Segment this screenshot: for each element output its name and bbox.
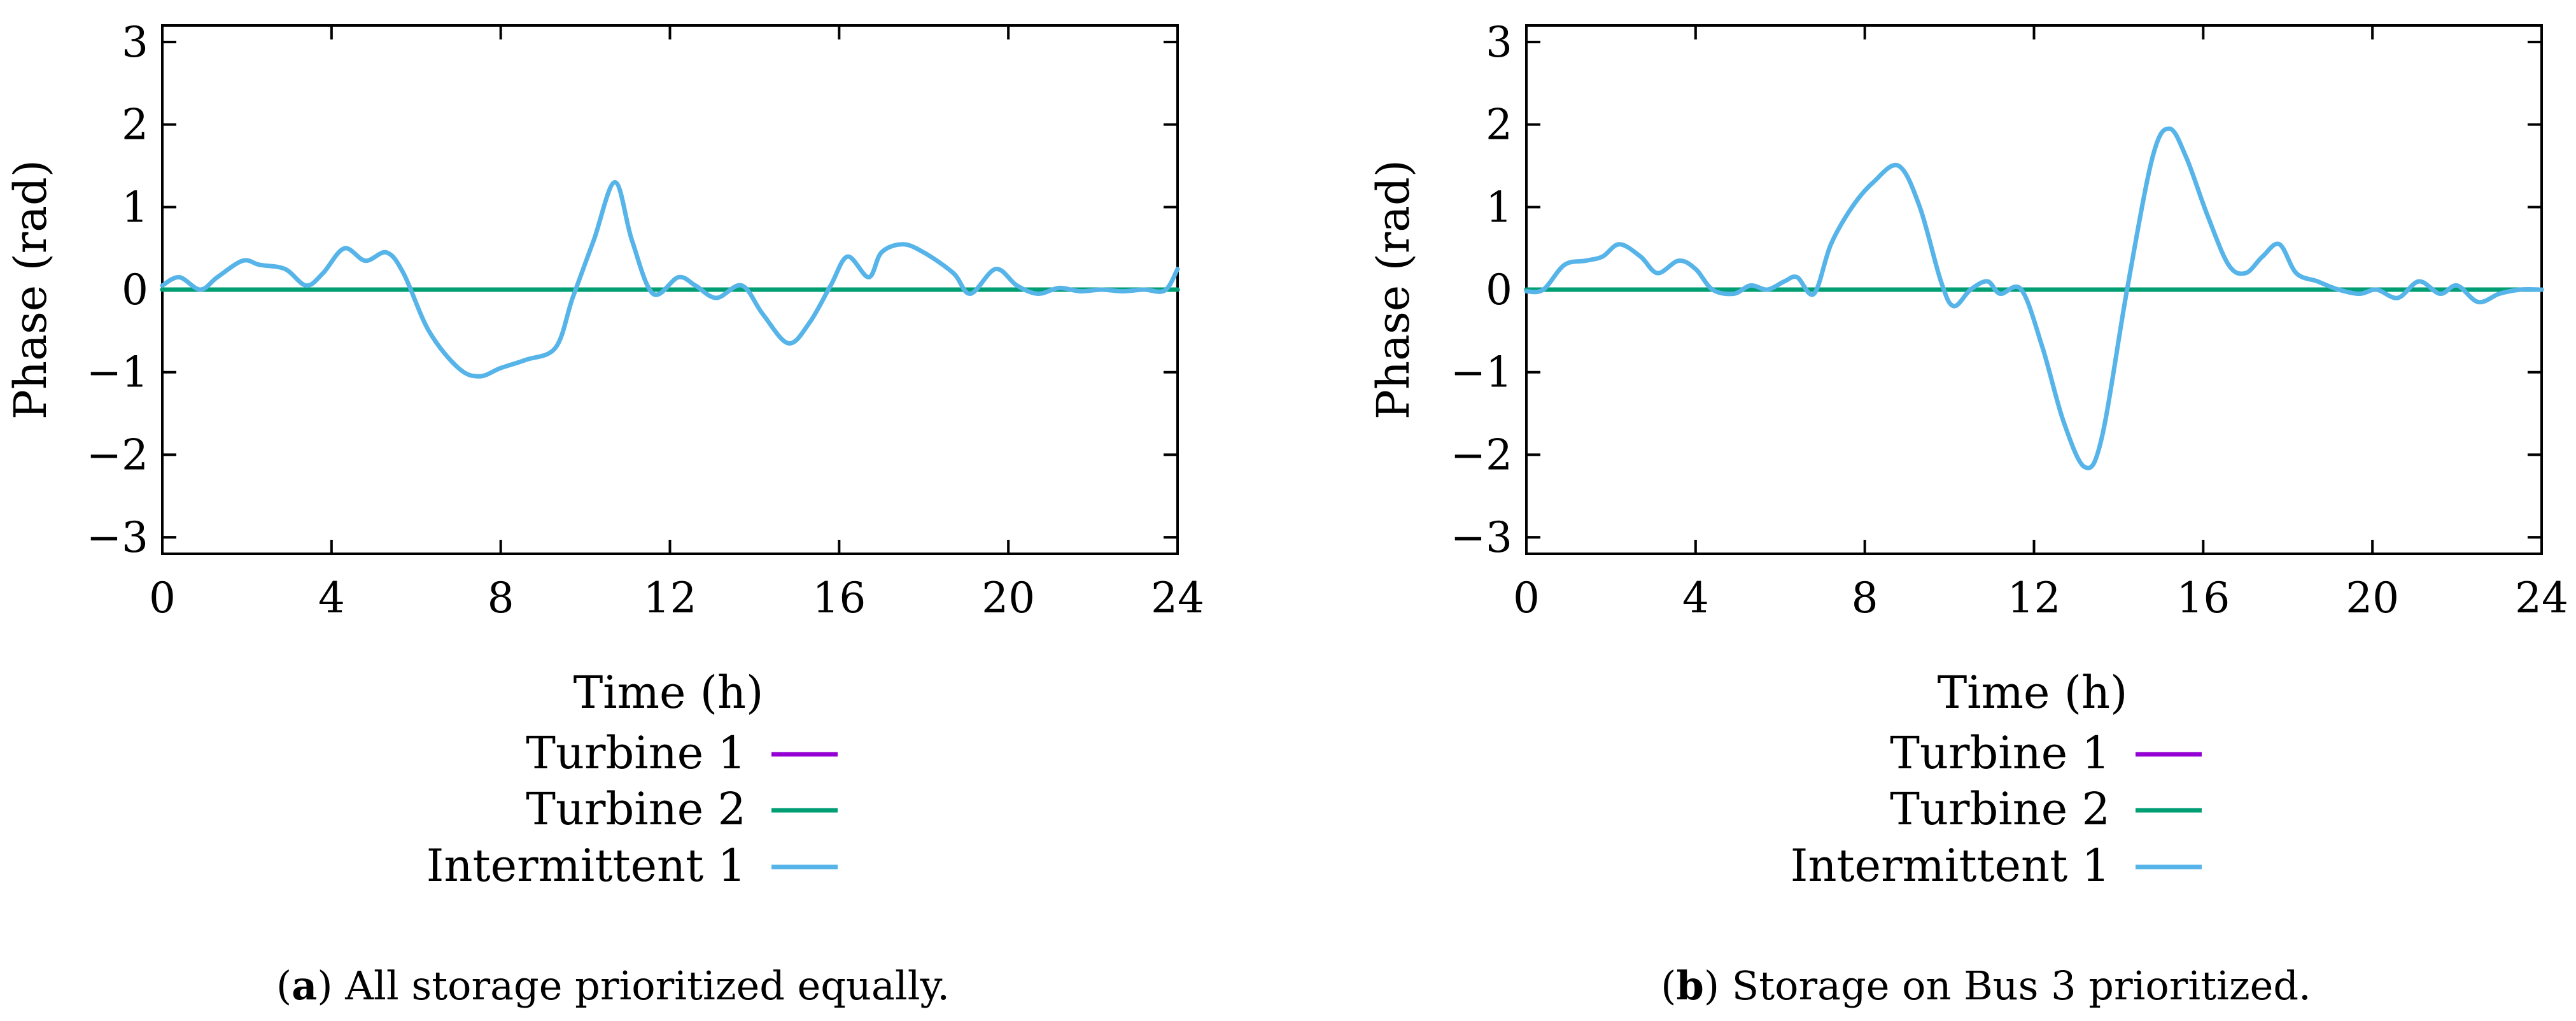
caption-text-a: All storage prioritized equally.: [344, 962, 950, 1009]
x-tick-label-a-0: 0: [149, 574, 176, 623]
y-tick-label-a-3: 0: [122, 265, 148, 314]
caption-letter-b: b: [1676, 962, 1703, 1009]
x-tick-label-a-1: 4: [318, 574, 345, 623]
caption-a: (a) All storage prioritized equally.: [276, 962, 950, 1009]
x-ticks-a: 0 4 8 12 16 20 24: [149, 25, 1204, 623]
x-tick-label-a-2: 8: [488, 574, 514, 623]
legend-label-intermittent-1-b: Intermittent 1: [1791, 840, 2110, 892]
x-axis-title-b: Time (h): [1938, 666, 2128, 719]
y-tick-label-a-5: 2: [122, 101, 148, 150]
x-tick-label-b-3: 12: [2008, 574, 2061, 623]
x-tick-label-b-4: 16: [2176, 574, 2230, 623]
legend-label-intermittent-1-a: Intermittent 1: [426, 840, 746, 892]
y-tick-label-a-6: 3: [122, 18, 148, 67]
legend-label-turbine-1-a: Turbine 1: [526, 727, 746, 779]
x-tick-label-b-1: 4: [1682, 574, 1709, 623]
y-axis-title-a: Phase (rad): [4, 160, 57, 419]
y-tick-label-b-4: 1: [1486, 183, 1512, 232]
legend-label-turbine-2-a: Turbine 2: [526, 783, 746, 835]
x-tick-label-a-6: 24: [1151, 574, 1204, 623]
y-ticks-b: −3 −2 −1 0 1 2 3: [1451, 18, 2542, 562]
y-tick-label-b-1: −2: [1451, 430, 1512, 479]
series-group-b: [1524, 126, 2544, 470]
y-tick-label-a-4: 1: [122, 183, 148, 232]
x-tick-label-b-5: 20: [2346, 574, 2399, 623]
y-tick-label-a-1: −2: [87, 430, 148, 479]
y-axis-title-b: Phase (rad): [1367, 160, 1419, 419]
x-tick-label-b-2: 8: [1852, 574, 1878, 623]
y-tick-label-b-3: 0: [1486, 265, 1512, 314]
legend-label-turbine-2-b: Turbine 2: [1890, 783, 2110, 835]
x-ticks-b: 0 4 8 12 16 20 24: [1513, 25, 2568, 623]
x-tick-label-b-0: 0: [1513, 574, 1540, 623]
y-tick-label-b-6: 3: [1486, 18, 1512, 67]
legend-b: Turbine 1 Turbine 2 Intermittent 1: [1791, 727, 2202, 892]
x-tick-label-a-4: 16: [812, 574, 866, 623]
series-line-intermittent-1-b: [1524, 126, 2544, 470]
y-tick-label-b-0: −3: [1451, 513, 1512, 562]
legend-a: Turbine 1 Turbine 2 Intermittent 1: [426, 727, 838, 892]
x-axis-title-a: Time (h): [574, 666, 764, 719]
legend-label-turbine-1-b: Turbine 1: [1890, 727, 2110, 779]
y-tick-label-a-0: −3: [87, 513, 148, 562]
x-tick-label-a-5: 20: [982, 574, 1035, 623]
y-ticks-a: −3 −2 −1 0 1 2 3: [87, 18, 1178, 562]
x-tick-label-b-6: 24: [2515, 574, 2568, 623]
y-tick-label-a-2: −1: [87, 348, 148, 397]
series-line-intermittent-1-a: [160, 180, 1180, 379]
series-group-a: [160, 180, 1180, 379]
y-tick-label-b-2: −1: [1451, 348, 1512, 397]
x-tick-label-a-3: 12: [644, 574, 697, 623]
y-tick-label-b-5: 2: [1486, 101, 1512, 150]
caption-text-b: Storage on Bus 3 prioritized.: [1732, 962, 2311, 1009]
caption-letter-a: a: [292, 962, 317, 1009]
caption-b: (b) Storage on Bus 3 prioritized.: [1661, 962, 2311, 1009]
